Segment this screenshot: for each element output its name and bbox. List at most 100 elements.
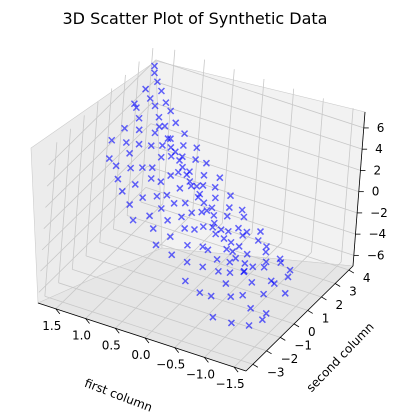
data-point <box>126 149 134 157</box>
data-point <box>223 245 231 253</box>
data-point <box>229 248 237 256</box>
y-tick-label: 3 <box>349 285 357 299</box>
x-tick-label: −0.5 <box>156 358 185 372</box>
data-point <box>226 269 234 277</box>
data-point <box>204 246 212 254</box>
data-point <box>260 263 268 271</box>
data-point <box>152 241 160 249</box>
data-point <box>276 255 284 263</box>
data-point <box>207 292 215 300</box>
z-gridline-back <box>153 80 363 150</box>
y-gridline-side <box>126 61 140 216</box>
data-point <box>114 175 122 183</box>
z-gridline-back <box>145 186 354 256</box>
data-point <box>227 293 235 301</box>
x-tick-mark <box>114 328 120 334</box>
y-tick-label: 4 <box>363 271 371 285</box>
data-point <box>151 102 159 110</box>
data-point <box>225 204 233 212</box>
data-point <box>199 223 207 231</box>
data-point <box>162 99 170 107</box>
data-point <box>226 192 235 200</box>
data-point <box>176 184 184 192</box>
data-point <box>181 224 189 232</box>
z-tick-label: −4 <box>368 227 386 241</box>
x-tick-mark <box>55 308 61 315</box>
data-point <box>167 172 175 180</box>
data-point <box>235 242 243 250</box>
data-point <box>216 174 224 182</box>
data-point <box>146 94 154 103</box>
y-gridline-floor <box>44 295 253 365</box>
y-tick-label: 0 <box>308 325 316 339</box>
data-point <box>222 280 230 288</box>
data-point <box>211 194 219 202</box>
y-gridline-floor <box>58 282 267 352</box>
z-gridline-side <box>48 59 157 166</box>
data-point <box>157 204 165 213</box>
data-point <box>157 153 165 161</box>
data-point <box>281 289 289 297</box>
data-point <box>179 141 187 150</box>
data-point <box>139 194 147 202</box>
data-point <box>262 242 271 251</box>
data-point <box>118 187 126 195</box>
data-point <box>147 142 155 150</box>
tick-labels: −1.5−1.0−0.50.00.51.01.5−3−2−101234−6−4−… <box>42 121 388 391</box>
data-point <box>135 126 143 134</box>
y-tick-label: −1 <box>294 338 312 352</box>
y-tick-mark <box>334 283 341 287</box>
z-gridline-side <box>46 80 155 187</box>
data-point <box>177 213 186 221</box>
data-point <box>284 273 292 281</box>
x-gridline-back <box>162 49 176 204</box>
data-point <box>247 304 255 312</box>
z-tick-label: 0 <box>372 185 380 199</box>
x-tick-label: −1.5 <box>216 377 245 391</box>
x-tick-mark <box>85 318 90 324</box>
data-point <box>161 122 169 130</box>
data-point <box>155 113 163 121</box>
data-point <box>249 263 257 271</box>
x-tick-mark <box>204 357 209 363</box>
data-point <box>196 289 204 297</box>
y-gridline-side <box>113 74 126 229</box>
data-point <box>245 321 253 330</box>
data-point <box>183 171 191 179</box>
data-point <box>240 267 248 275</box>
data-point <box>198 208 206 216</box>
data-point <box>130 100 138 108</box>
data-point <box>199 263 207 271</box>
z-tick-label: 4 <box>375 142 383 156</box>
y-tick-label: −2 <box>281 352 299 366</box>
data-point <box>238 206 246 214</box>
data-point <box>210 211 218 219</box>
data-point <box>121 124 129 132</box>
data-point <box>202 159 210 167</box>
data-point <box>132 104 140 112</box>
x-tick-label: 1.0 <box>72 329 91 343</box>
data-point <box>168 251 176 259</box>
z-gridline-side <box>43 123 152 229</box>
y-tick-mark <box>307 310 313 314</box>
y-tick-mark <box>280 337 286 341</box>
data-point <box>127 164 135 172</box>
y-gridline-floor <box>72 268 281 338</box>
z-tick-label: −2 <box>370 206 388 220</box>
data-point <box>146 212 154 220</box>
x-tick-mark <box>144 337 150 344</box>
x-tick-label: −1.0 <box>186 367 215 381</box>
y-tick-mark <box>252 363 259 368</box>
data-point <box>112 162 120 170</box>
y-gridline-floor <box>140 201 350 271</box>
data-point <box>267 277 275 285</box>
data-point <box>220 235 228 243</box>
x-gridline-back <box>281 88 295 243</box>
data-point <box>188 209 196 217</box>
chart-title: 3D Scatter Plot of Synthetic Data <box>63 9 328 28</box>
x-gridline-back <box>340 108 354 263</box>
data-point <box>142 85 150 93</box>
data-point <box>241 259 249 267</box>
data-point <box>239 291 247 299</box>
